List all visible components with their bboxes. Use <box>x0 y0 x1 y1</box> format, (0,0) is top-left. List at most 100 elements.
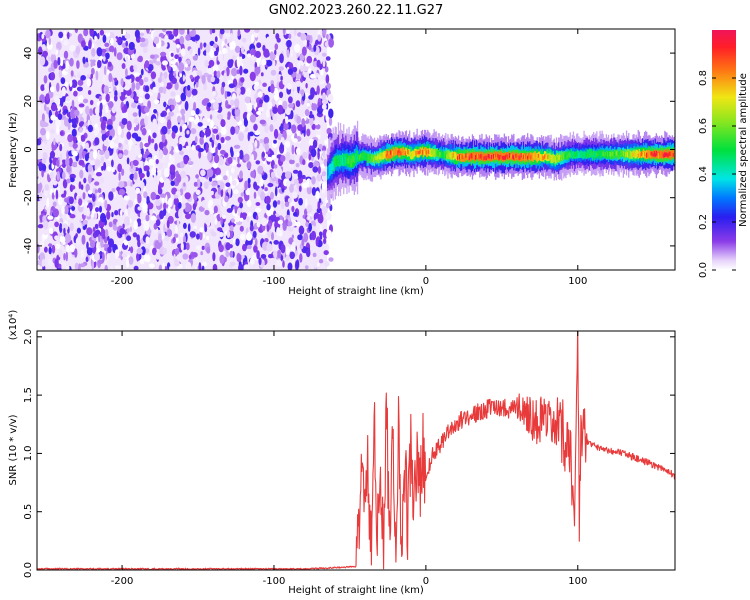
noise-blob <box>63 253 66 261</box>
ridge-cell <box>600 149 602 159</box>
ridge-cell <box>636 151 638 155</box>
noise-blob <box>259 177 264 187</box>
noise-blob <box>271 154 277 159</box>
noise-blob <box>266 209 272 217</box>
noise-blob <box>270 191 274 200</box>
noise-blob <box>219 254 225 264</box>
ridge-cell <box>606 151 609 157</box>
noise-blob <box>163 202 167 210</box>
noise-blob <box>318 198 322 204</box>
noise-blob <box>118 92 122 97</box>
noise-blob <box>174 54 179 60</box>
ridge-cell <box>618 150 620 156</box>
noise-blob <box>117 163 122 173</box>
noise-blob <box>125 258 130 269</box>
noise-blob <box>280 142 284 150</box>
noise-blob <box>265 195 271 205</box>
noise-blob <box>100 228 106 238</box>
ridge-cell <box>473 153 476 158</box>
noise-blob <box>125 139 128 145</box>
noise-blob <box>143 165 150 172</box>
ridge-cell <box>463 153 465 158</box>
noise-blob <box>291 138 298 143</box>
noise-blob <box>64 233 72 244</box>
noise-blob <box>55 189 59 200</box>
ridge-cell <box>671 152 673 157</box>
y-tick-label: 1.0 <box>23 445 34 461</box>
noise-blob <box>312 161 320 167</box>
noise-blob <box>295 163 300 168</box>
ridge-cell <box>630 151 632 156</box>
noise-blob <box>278 91 284 99</box>
noise-blob <box>88 39 92 50</box>
noise-blob <box>84 201 89 206</box>
ridge-cell <box>561 156 563 161</box>
noise-blob <box>163 71 168 79</box>
ridge-cell <box>569 152 571 157</box>
noise-blob <box>53 59 58 69</box>
noise-blob <box>175 94 181 103</box>
noise-blob <box>61 86 66 97</box>
noise-blob <box>287 262 293 270</box>
noise-blob <box>56 41 62 51</box>
noise-blob <box>291 191 298 199</box>
noise-blob <box>282 137 285 145</box>
noise-blob <box>37 203 44 212</box>
ridge-cell <box>586 152 588 157</box>
noise-blob <box>116 200 123 209</box>
ridge-cell <box>415 150 417 156</box>
noise-blob <box>45 131 50 140</box>
noise-blob <box>143 77 149 83</box>
noise-blob <box>93 128 99 136</box>
noise-blob <box>253 123 258 131</box>
noise-blob <box>194 265 198 270</box>
noise-blob <box>144 150 150 156</box>
noise-blob <box>139 37 146 43</box>
x-tick-label: 0 <box>423 576 429 587</box>
noise-blob <box>186 87 192 98</box>
noise-blob <box>239 170 243 179</box>
noise-blob <box>173 29 179 37</box>
noise-blob <box>108 101 114 109</box>
noise-blob <box>299 253 303 263</box>
ridge-cell <box>572 152 575 158</box>
noise-blob <box>214 154 220 164</box>
spectrogram-x-label: Height of straight line (km) <box>288 286 424 297</box>
spectrogram-noise-layer <box>37 29 334 270</box>
noise-blob <box>309 115 314 126</box>
noise-blob <box>208 176 213 182</box>
noise-blob <box>212 90 216 97</box>
ridge-cell <box>388 151 391 156</box>
noise-blob <box>317 201 321 211</box>
y-tick-label: 0 <box>23 146 34 152</box>
noise-blob <box>108 191 114 201</box>
ridge-cell <box>382 154 384 158</box>
noise-blob <box>303 232 309 243</box>
noise-blob <box>213 112 217 117</box>
y-tick-label: -40 <box>23 238 34 254</box>
noise-blob <box>122 223 125 229</box>
noise-blob <box>302 159 306 166</box>
noise-blob <box>124 33 131 39</box>
noise-blob <box>220 119 226 128</box>
ridge-cell <box>529 153 531 163</box>
noise-blob <box>321 52 327 57</box>
noise-blob <box>178 56 182 63</box>
ridge-cell <box>474 154 477 160</box>
noise-blob <box>201 75 206 85</box>
noise-blob <box>75 237 81 246</box>
noise-blob <box>168 111 175 117</box>
noise-blob <box>78 159 85 166</box>
noise-blob <box>321 145 327 152</box>
noise-blob <box>139 141 144 149</box>
noise-blob <box>217 142 222 151</box>
noise-blob <box>291 234 295 239</box>
noise-blob <box>58 249 63 258</box>
noise-blob <box>80 134 86 142</box>
ridge-cell <box>528 153 530 159</box>
noise-blob <box>278 66 284 71</box>
ridge-cell <box>396 148 398 153</box>
noise-blob <box>102 34 107 43</box>
noise-blob <box>76 227 81 234</box>
